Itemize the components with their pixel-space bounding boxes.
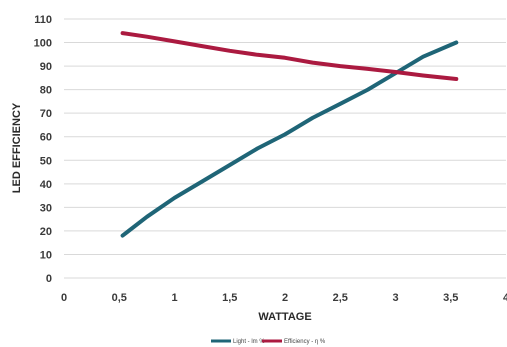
x-tick-label: 1,5 xyxy=(222,292,237,304)
legend-label: Efficiency - η % xyxy=(284,339,326,345)
x-tick-label: 3 xyxy=(392,292,398,304)
y-tick-label: 10 xyxy=(40,249,52,261)
y-tick-label: 70 xyxy=(40,108,52,120)
y-tick-label: 40 xyxy=(40,179,52,191)
gridlines xyxy=(64,18,506,279)
y-tick-label: 80 xyxy=(40,85,52,97)
x-tick-label: 2 xyxy=(282,292,288,304)
legend: Light - lm % Efficiency - η % xyxy=(211,339,326,345)
x-tick-label: 4 xyxy=(503,292,507,304)
y-tick-label: 0 xyxy=(46,273,52,285)
legend-label: Light - lm % xyxy=(233,339,265,345)
x-tick-label: 0,5 xyxy=(112,292,127,304)
x-axis-title: WATTAGE xyxy=(258,311,311,323)
x-axis-ticks: 0 0,5 1 1,5 2 2,5 3 3,5 4 xyxy=(61,292,507,304)
y-tick-label: 20 xyxy=(40,226,52,238)
y-axis-title: LED EFFICIENCY xyxy=(11,102,23,193)
y-tick-label: 60 xyxy=(40,132,52,144)
y-tick-label: 110 xyxy=(34,14,52,26)
y-tick-label: 30 xyxy=(40,202,52,214)
series-lines xyxy=(120,31,459,238)
y-tick-label: 90 xyxy=(40,61,52,73)
y-tick-label: 100 xyxy=(34,38,52,50)
x-tick-label: 0 xyxy=(61,292,67,304)
series-line-efficiency xyxy=(120,31,459,81)
y-axis-ticks: 0 10 20 30 40 50 60 70 80 90 100 110 xyxy=(34,14,52,285)
x-tick-label: 1 xyxy=(171,292,177,304)
x-tick-label: 3,5 xyxy=(443,292,458,304)
y-tick-label: 50 xyxy=(40,155,52,167)
x-tick-label: 2,5 xyxy=(333,292,348,304)
